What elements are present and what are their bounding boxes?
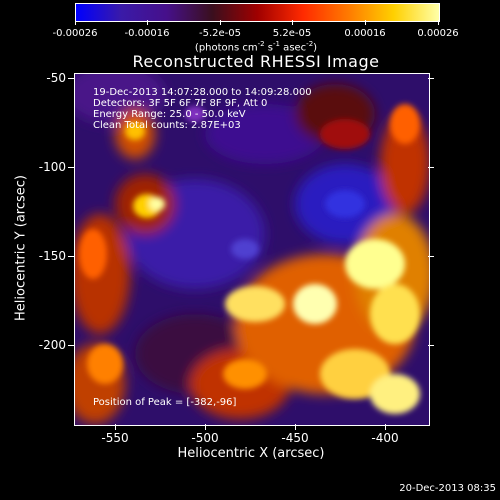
y-axis-tick-label: -50 xyxy=(46,71,66,85)
y-axis-tick xyxy=(68,345,74,346)
info-energy-range: Energy Range: 25.0 - 50.0 keV xyxy=(93,109,246,120)
colorbar-tick xyxy=(438,20,439,25)
image-title: Reconstructed RHESSI Image xyxy=(132,52,380,71)
solar-flare-image xyxy=(74,73,430,426)
peak-position-label: Position of Peak = [-382,-96] xyxy=(93,397,237,408)
colorbar-tick-label: 0.00016 xyxy=(344,28,386,39)
info-detectors: Detectors: 3F 5F 6F 7F 8F 9F, Att 0 xyxy=(93,98,268,109)
x-axis-tick-label: -450 xyxy=(281,431,309,445)
x-axis-tick-label: -550 xyxy=(101,431,129,445)
x-axis-tick xyxy=(115,424,116,430)
colorbar xyxy=(75,3,440,22)
y-axis-tick xyxy=(428,167,434,168)
y-axis-tick-label: -100 xyxy=(38,160,66,174)
colorbar-tick-label: 0.00026 xyxy=(417,28,459,39)
colorbar-tick xyxy=(365,20,366,25)
x-axis-tick-label: -400 xyxy=(371,431,399,445)
colorbar-tick-label: -0.00016 xyxy=(124,28,170,39)
y-axis-tick xyxy=(428,78,434,79)
y-axis-tick xyxy=(68,256,74,257)
colorbar-units: (photons cm-2 s-1 asec-2) xyxy=(194,40,318,54)
y-axis-title: Heliocentric Y (arcsec) xyxy=(13,175,29,321)
y-axis-tick xyxy=(68,167,74,168)
x-axis-tick-label: -500 xyxy=(191,431,219,445)
colorbar-tick-label: -5.2e-05 xyxy=(199,28,241,39)
colorbar-tick xyxy=(292,20,293,25)
info-total-counts: Clean Total counts: 2.87E+03 xyxy=(93,120,241,131)
y-axis-tick xyxy=(68,78,74,79)
info-time-range: 19-Dec-2013 14:07:28.000 to 14:09:28.000 xyxy=(93,87,312,98)
y-axis-tick xyxy=(428,345,434,346)
colorbar-tick-label: -0.00026 xyxy=(52,28,98,39)
y-axis-tick xyxy=(428,256,434,257)
x-axis-tick xyxy=(205,424,206,430)
colorbar-tick xyxy=(75,20,76,25)
x-axis-tick xyxy=(385,424,386,430)
image-canvas xyxy=(75,74,429,425)
colorbar-tick xyxy=(220,20,221,25)
colorbar-tick xyxy=(147,20,148,25)
y-axis-tick-label: -200 xyxy=(38,338,66,352)
x-axis-title: Heliocentric X (arcsec) xyxy=(177,446,325,461)
plot-timestamp: 20-Dec-2013 08:35 xyxy=(399,483,496,494)
y-axis-tick-label: -150 xyxy=(38,249,66,263)
colorbar-tick-label: 5.2e-05 xyxy=(272,28,312,39)
x-axis-tick xyxy=(295,424,296,430)
